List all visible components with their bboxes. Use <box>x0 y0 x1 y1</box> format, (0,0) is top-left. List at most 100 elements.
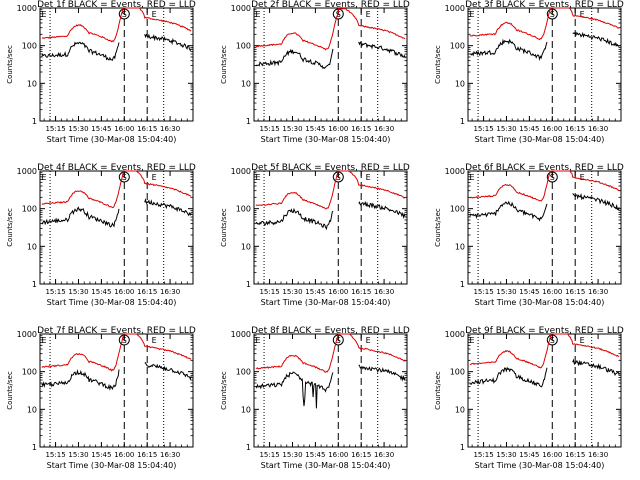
events-series-line <box>41 362 192 391</box>
x-tick-label: 15:45 <box>91 125 111 133</box>
x-tick-label: 15:45 <box>305 125 325 133</box>
x-tick-label: 16:15 <box>565 125 585 133</box>
x-tick-label: 15:15 <box>45 125 65 133</box>
end-marker-label: E <box>366 336 371 345</box>
x-tick-label: 15:15 <box>259 288 279 296</box>
end-marker-label: E <box>366 173 371 182</box>
y-tick-label: 1 <box>246 117 251 126</box>
y-tick-label: 100 <box>450 205 465 214</box>
y-tick-label: 10 <box>455 79 465 88</box>
y-tick-label: 10 <box>241 79 251 88</box>
y-tick-label: 1000 <box>17 167 37 176</box>
x-tick-label: 15:30 <box>282 451 302 459</box>
x-tick-label: 16:00 <box>542 125 562 133</box>
end-marker-label: E <box>366 10 371 19</box>
lld-series-line <box>255 7 406 51</box>
x-tick-label: 16:15 <box>351 451 371 459</box>
y-tick-label: 10 <box>455 405 465 414</box>
end-marker-label: E <box>41 10 46 19</box>
x-tick-label: 16:00 <box>114 288 134 296</box>
x-tick-label: 15:30 <box>496 451 516 459</box>
plot-frame <box>39 333 194 448</box>
chart-title: Det 3f BLACK = Events, RED = LLD <box>465 0 624 10</box>
chart-panel-4: Det 4f BLACK = Events, RED = LLD Counts/s… <box>6 163 196 307</box>
chart-panel-5: Det 5f BLACK = Events, RED = LLD Counts/s… <box>220 163 410 307</box>
y-tick-label: 1000 <box>445 330 465 339</box>
x-tick-label: 16:00 <box>328 125 348 133</box>
plot-frame <box>39 7 194 122</box>
x-tick-label: 15:15 <box>473 125 493 133</box>
y-tick-label: 100 <box>450 368 465 377</box>
end-marker-label: E <box>255 336 260 345</box>
y-tick-label: 1 <box>32 443 37 452</box>
x-tick-label: 15:30 <box>496 125 516 133</box>
chart-title: Det 1f BLACK = Events, RED = LLD <box>37 0 196 10</box>
y-tick-label: 10 <box>27 405 37 414</box>
x-axis-label: Start Time (30-Mar-08 15:04:40) <box>47 298 177 307</box>
x-tick-label: 16:15 <box>351 125 371 133</box>
y-axis-label: Counts/sec <box>220 208 228 247</box>
x-tick-label: 16:30 <box>588 288 608 296</box>
y-tick-label: 1 <box>460 280 465 289</box>
chart-panel-9: Det 9f BLACK = Events, RED = LLD Counts/s… <box>434 326 624 470</box>
plot-frame <box>253 333 408 448</box>
x-tick-label: 16:00 <box>328 288 348 296</box>
start-marker-label: S <box>122 10 127 19</box>
x-tick-label: 15:30 <box>496 288 516 296</box>
chart-panel-7: Det 7f BLACK = Events, RED = LLD Counts/s… <box>6 326 196 470</box>
x-tick-label: 16:30 <box>374 125 394 133</box>
x-tick-label: 15:15 <box>45 288 65 296</box>
start-marker-label: S <box>336 336 341 345</box>
x-tick-label: 15:15 <box>259 451 279 459</box>
y-axis-label: Counts/sec <box>434 208 442 247</box>
end-marker-label: E <box>469 10 474 19</box>
start-marker-label: S <box>336 10 341 19</box>
lld-series-line <box>41 170 192 209</box>
y-axis-label: Counts/sec <box>434 371 442 410</box>
y-tick-label: 1000 <box>231 330 251 339</box>
y-tick-label: 100 <box>236 42 251 51</box>
x-tick-label: 15:45 <box>91 288 111 296</box>
y-tick-label: 10 <box>455 242 465 251</box>
start-marker-circle <box>118 334 130 346</box>
y-axis-label: Counts/sec <box>6 208 14 247</box>
x-tick-label: 16:15 <box>565 451 585 459</box>
x-tick-label: 16:30 <box>588 451 608 459</box>
x-tick-label: 16:30 <box>160 125 180 133</box>
chart-title: Det 4f BLACK = Events, RED = LLD <box>37 163 196 173</box>
x-axis-label: Start Time (30-Mar-08 15:04:40) <box>47 135 177 144</box>
lld-series-line <box>469 170 620 202</box>
x-tick-label: 15:30 <box>68 451 88 459</box>
x-tick-label: 16:15 <box>351 288 371 296</box>
chart-panel-1: Det 1f BLACK = Events, RED = LLD Counts/s… <box>6 0 196 144</box>
plot-frame <box>253 170 408 285</box>
x-tick-label: 16:30 <box>374 451 394 459</box>
y-tick-label: 1 <box>460 443 465 452</box>
y-tick-label: 1000 <box>231 4 251 13</box>
plot-frame <box>39 170 194 285</box>
y-tick-label: 100 <box>236 205 251 214</box>
plot-frame <box>467 170 622 285</box>
y-tick-label: 1 <box>32 280 37 289</box>
y-tick-label: 10 <box>241 242 251 251</box>
x-axis-label: Start Time (30-Mar-08 15:04:40) <box>261 461 391 470</box>
x-axis-label: Start Time (30-Mar-08 15:04:40) <box>261 298 391 307</box>
x-axis-label: Start Time (30-Mar-08 15:04:40) <box>475 135 605 144</box>
end-marker-label: E <box>41 336 46 345</box>
start-marker-label: S <box>122 336 127 345</box>
events-series-line <box>255 41 406 70</box>
chart-title: Det 9f BLACK = Events, RED = LLD <box>465 326 624 336</box>
start-marker-circle <box>118 8 130 20</box>
start-marker-circle <box>546 334 558 346</box>
chart-title: Det 7f BLACK = Events, RED = LLD <box>37 326 196 336</box>
end-marker-label: E <box>469 336 474 345</box>
y-axis-label: Counts/sec <box>6 45 14 84</box>
x-tick-label: 15:45 <box>519 125 539 133</box>
y-tick-label: 10 <box>27 79 37 88</box>
y-tick-label: 1 <box>460 117 465 126</box>
y-tick-label: 1000 <box>445 167 465 176</box>
y-axis-label: Counts/sec <box>434 45 442 84</box>
chart-panel-3: Det 3f BLACK = Events, RED = LLD Counts/s… <box>434 0 624 144</box>
x-axis-label: Start Time (30-Mar-08 15:04:40) <box>47 461 177 470</box>
